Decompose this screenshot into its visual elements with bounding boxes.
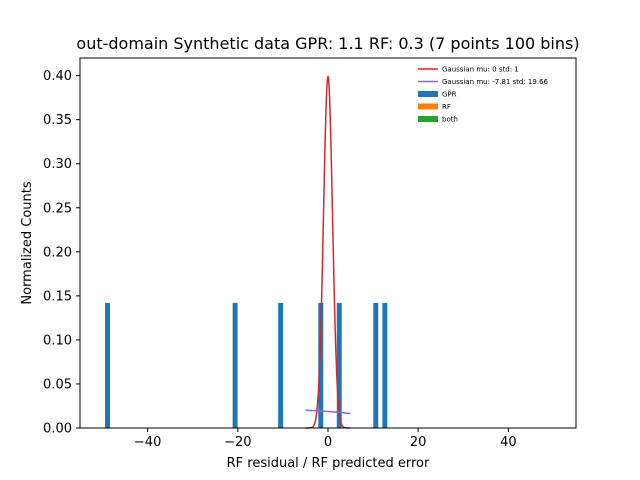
gaussian-line-3 — [305, 75, 351, 429]
y-tick-label: 0.20 — [43, 245, 72, 260]
axes-frame — [79, 57, 577, 429]
legend-swatch — [418, 103, 438, 110]
bar-gpr-0 — [105, 302, 110, 428]
x-axis: −40 −20 0 20 40 — [134, 428, 517, 450]
x-tick-label: −20 — [224, 435, 251, 450]
bar-gpr-5 — [373, 302, 379, 428]
legend-swatch — [418, 116, 438, 122]
legend-entry: Gaussian mu: -7.81 std: 19.66 — [442, 78, 549, 86]
y-tick-label: 0.25 — [43, 201, 72, 216]
y-tick-label: 0.10 — [43, 333, 72, 348]
y-tick-label: 0.00 — [43, 422, 72, 437]
y-axis: 0.00 0.05 0.10 0.15 0.20 0.25 0.30 0.35 0.40 — [43, 69, 80, 437]
gaussian-line-4 — [305, 409, 351, 415]
bar-gpr-2 — [278, 302, 284, 428]
legend-swatch — [418, 91, 438, 97]
x-tick-label: 20 — [410, 435, 427, 450]
lines-layer — [305, 75, 351, 429]
y-tick-label: 0.40 — [43, 69, 72, 84]
bar-gpr-4 — [336, 302, 342, 428]
legend-entry: GPR — [442, 91, 457, 99]
bar-gpr-3 — [318, 302, 324, 428]
bar-gpr-1 — [232, 302, 238, 428]
bar-gpr-6 — [382, 302, 388, 428]
y-tick-label: 0.15 — [43, 289, 72, 304]
bars-layer — [105, 302, 388, 428]
legend: Gaussian mu: 0 std: 1 Gaussian mu: -7.81 … — [418, 66, 549, 124]
x-tick-label: −40 — [134, 435, 161, 450]
y-tick-label: 0.30 — [43, 157, 72, 172]
chart-title: out-domain Synthetic data GPR: 1.1 RF: 0… — [76, 34, 579, 53]
y-tick-label: 0.05 — [43, 377, 72, 392]
x-axis-label: RF residual / RF predicted error — [227, 456, 430, 471]
x-tick-label: 40 — [500, 435, 517, 450]
y-tick-label: 0.35 — [43, 113, 72, 128]
x-tick-label: 0 — [324, 435, 332, 450]
legend-entry: both — [442, 116, 458, 124]
y-axis-label: Normalized Counts — [20, 181, 35, 304]
legend-entry: RF — [442, 103, 451, 111]
legend-entry: Gaussian mu: 0 std: 1 — [442, 66, 519, 74]
